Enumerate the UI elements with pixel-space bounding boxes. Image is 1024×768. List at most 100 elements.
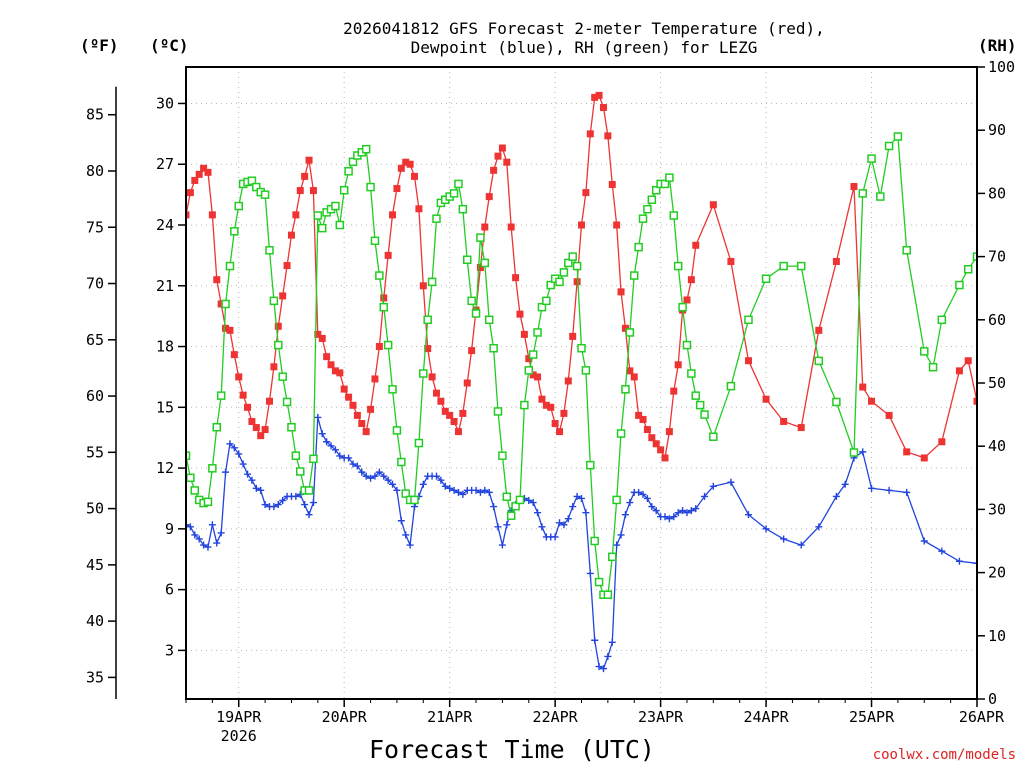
- dewpoint-point: [336, 452, 344, 460]
- dewpoint-point: [270, 503, 278, 511]
- rh-point: [511, 501, 520, 511]
- temperature-point: [556, 428, 564, 436]
- dewpoint-point: [331, 446, 339, 454]
- temperature-point: [626, 367, 634, 375]
- rh-point: [665, 173, 674, 182]
- celsius-tick-label: 21: [156, 277, 174, 295]
- rh-point: [515, 495, 525, 505]
- chart-title-line1: 2026041812 GFS Forecast 2-meter Temperat…: [343, 19, 825, 38]
- dewpoint-point: [411, 503, 419, 511]
- rh-point: [629, 271, 639, 280]
- rh-tick-label: 100: [988, 58, 1015, 76]
- dewpoint-point: [490, 503, 498, 511]
- rh-line: [186, 134, 977, 596]
- temperature-point: [564, 377, 572, 385]
- dewpoint-point: [938, 547, 946, 555]
- series-rh: [186, 132, 977, 599]
- dewpoint-point: [762, 525, 770, 533]
- dewpoint-point: [222, 468, 230, 476]
- rh-tick-label: 0: [988, 690, 997, 708]
- rh-point: [383, 340, 393, 350]
- dewpoint-point: [679, 507, 687, 515]
- rh-point: [348, 157, 358, 167]
- rh-point: [612, 495, 621, 505]
- dewpoint-point: [599, 665, 607, 673]
- temperature-point: [279, 292, 287, 300]
- rh-point: [471, 309, 481, 318]
- temperature-point: [648, 434, 656, 442]
- rh-unit-label: (RH): [978, 36, 1017, 55]
- temperature-point: [692, 241, 700, 249]
- dewpoint-point: [389, 480, 397, 488]
- rh-point: [884, 141, 894, 151]
- dewpoint-point: [323, 438, 331, 446]
- temperature-point: [380, 294, 388, 302]
- fahrenheit-tick-label: 45: [86, 556, 104, 574]
- rh-tick-label: 50: [988, 374, 1006, 392]
- dewpoint-point: [687, 507, 695, 515]
- dewpoint-point: [204, 543, 212, 551]
- temperature-point: [463, 379, 471, 387]
- dewpoint-point: [569, 503, 577, 511]
- dewpoint-point: [534, 509, 542, 517]
- fahrenheit-tick-label: 55: [86, 443, 104, 461]
- temperature-point: [252, 424, 260, 432]
- dewpoint-point: [191, 531, 199, 539]
- temperature-point: [955, 367, 963, 375]
- rh-point: [313, 211, 323, 220]
- dewpoint-point: [903, 488, 911, 496]
- rh-point: [651, 185, 661, 195]
- rh-point: [858, 189, 867, 198]
- rh-point: [928, 362, 938, 372]
- rh-point: [269, 296, 279, 306]
- temperature-point: [582, 189, 590, 197]
- rh-point: [963, 264, 973, 274]
- rh-point: [608, 552, 617, 562]
- rh-point: [572, 261, 582, 271]
- rh-point: [586, 460, 595, 470]
- x-tick-label: 25APR: [849, 708, 895, 726]
- dewpoint-point: [556, 519, 564, 527]
- temperature-point: [490, 166, 498, 174]
- dewpoint-point: [608, 638, 616, 646]
- temperature-point: [239, 391, 247, 399]
- dewpoint-point: [380, 472, 388, 480]
- dewpoint-point: [318, 430, 326, 438]
- rh-point: [339, 185, 349, 195]
- temperature-point: [296, 187, 304, 195]
- rh-point: [867, 154, 876, 163]
- rh-point: [744, 315, 753, 325]
- fahrenheit-tick-label: 65: [86, 331, 104, 349]
- dewpoint-point: [621, 511, 629, 519]
- rh-point: [937, 315, 947, 325]
- temperature-point: [481, 223, 489, 231]
- rh-point: [379, 302, 388, 312]
- dewpoint-point: [503, 521, 511, 529]
- rh-point: [832, 397, 841, 407]
- rh-point: [893, 132, 903, 141]
- temperature-point: [608, 180, 616, 188]
- dewpoint-point: [472, 486, 480, 494]
- plot-frame: [185, 66, 978, 700]
- fahrenheit-tick-label: 85: [86, 106, 104, 124]
- rh-point: [458, 204, 468, 214]
- rh-point: [221, 299, 230, 309]
- rh-point: [375, 271, 384, 280]
- celsius-tick-label: 12: [156, 459, 174, 477]
- dewpoint-point: [494, 523, 502, 531]
- rh-point: [225, 261, 235, 271]
- rh-point: [638, 214, 648, 223]
- temperature-point: [560, 409, 568, 417]
- dewpoint-point: [274, 501, 282, 509]
- dewpoint-point: [780, 535, 788, 543]
- temperature-point: [309, 187, 317, 195]
- rh-point: [462, 255, 472, 265]
- dewpoint-point: [885, 486, 893, 494]
- temperature-point: [248, 417, 256, 425]
- temperature-point: [551, 420, 559, 428]
- rh-point: [506, 511, 516, 520]
- rh-point: [555, 277, 564, 287]
- temperature-point: [459, 409, 467, 417]
- dewpoint-point: [362, 472, 370, 480]
- temperature-point: [419, 282, 427, 290]
